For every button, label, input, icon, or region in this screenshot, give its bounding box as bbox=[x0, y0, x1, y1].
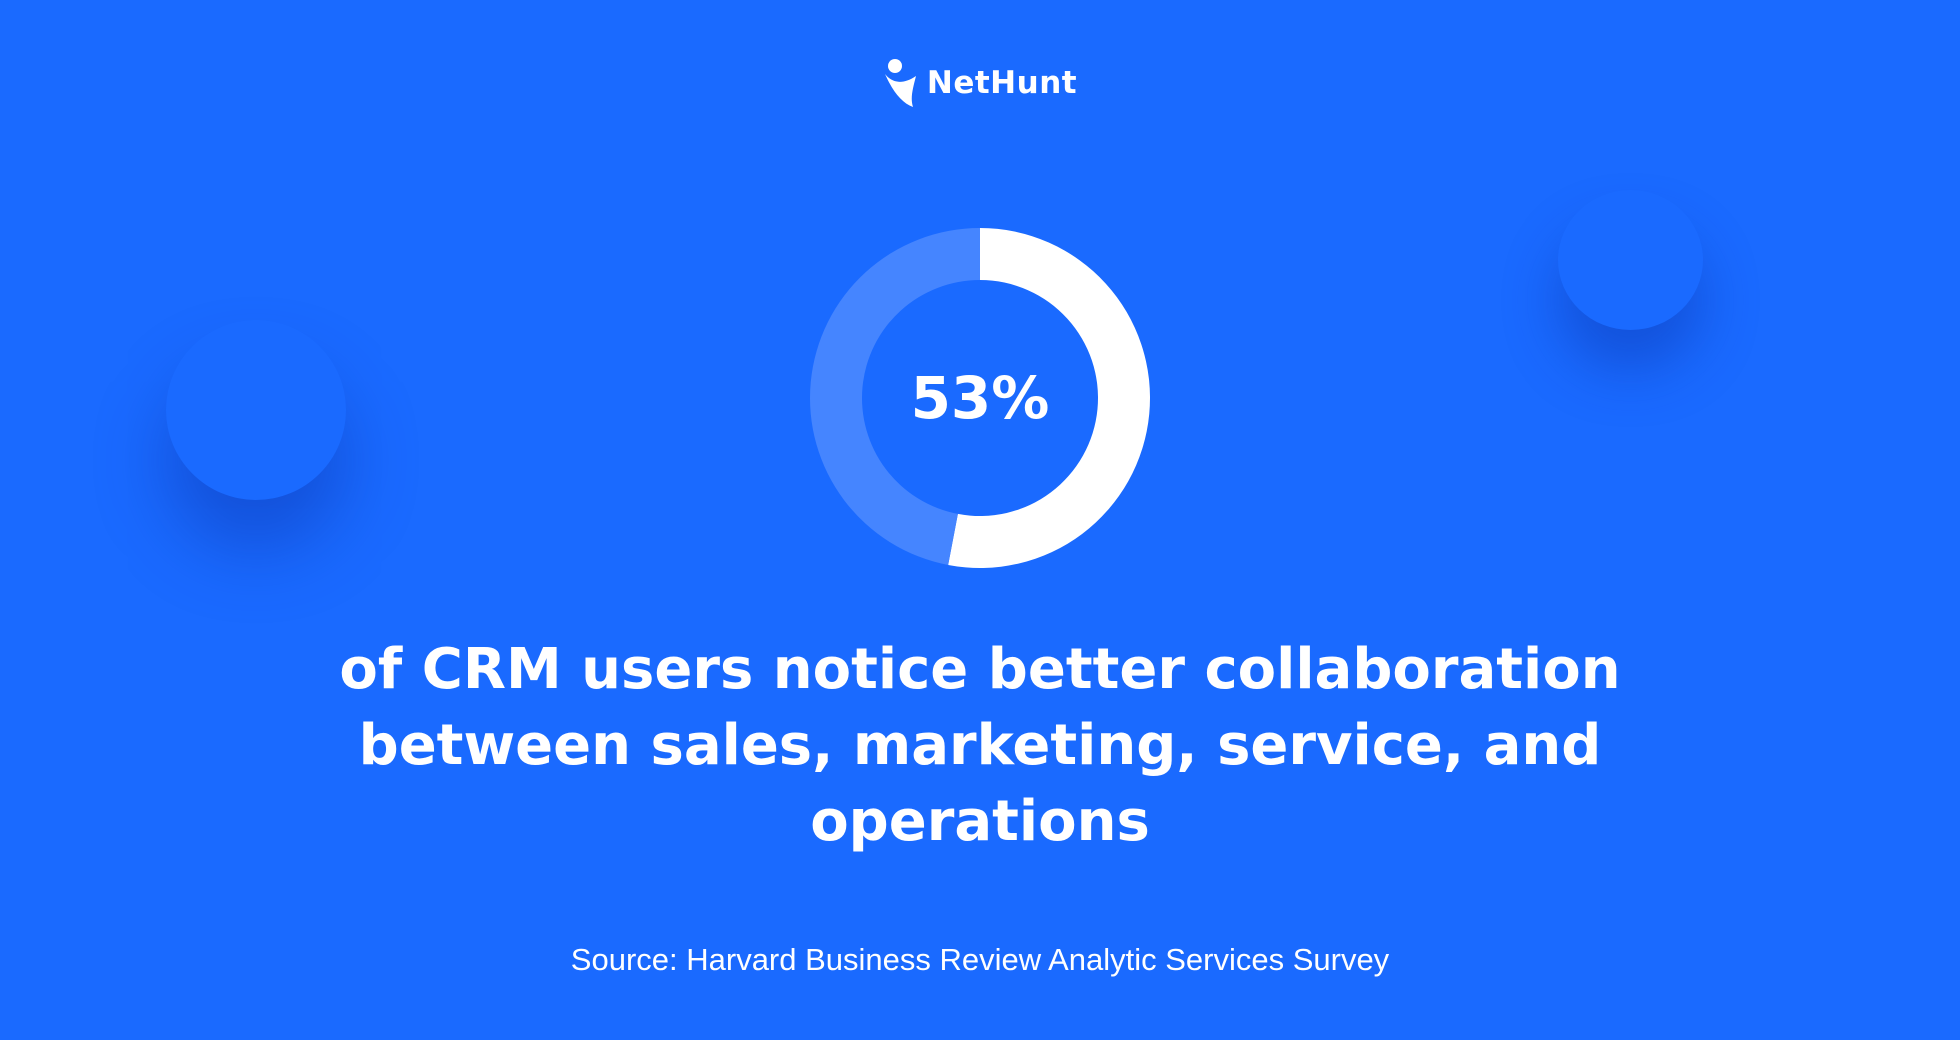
donut-slice-filled bbox=[948, 228, 1150, 568]
brand-name: NetHunt bbox=[926, 65, 1078, 101]
donut-chart-svg bbox=[810, 228, 1150, 568]
percentage-label: 53% bbox=[910, 364, 1050, 432]
brand-logo: NetHunt bbox=[0, 58, 1960, 108]
donut-slice-remainder bbox=[810, 228, 980, 565]
nethunt-person-icon bbox=[883, 58, 919, 108]
donut-chart: 53% bbox=[808, 226, 1152, 570]
decorative-circle-right bbox=[1558, 190, 1703, 330]
source-citation: Source: Harvard Business Review Analytic… bbox=[570, 942, 1390, 977]
decorative-circle-left bbox=[166, 320, 346, 500]
headline: of CRM users notice better collaboration… bbox=[339, 637, 1621, 854]
